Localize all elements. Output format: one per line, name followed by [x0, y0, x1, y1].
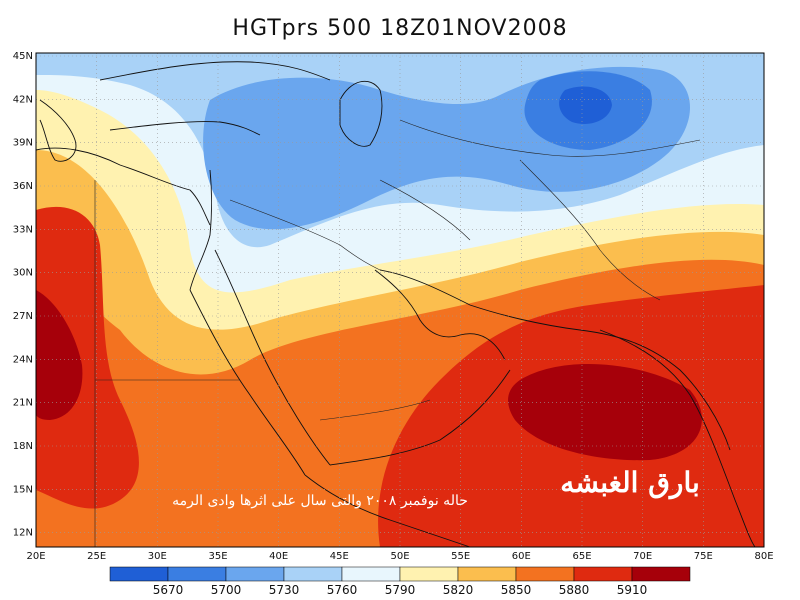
latitude-labels: 45N 42N 39N 36N 33N 30N 27N 24N 21N 18N 15N 12N: [13, 51, 33, 539]
map-title: HGTprs 500 18Z01NOV2008: [232, 16, 568, 41]
lat-label: 36N: [13, 181, 33, 192]
colorbar-swatch: [631, 566, 691, 582]
mediterranean-coast: [36, 147, 211, 226]
lat-label: 24N: [13, 354, 33, 365]
colorbar-swatch: [167, 566, 227, 582]
lon-label: 30E: [148, 551, 167, 562]
lon-label: 75E: [694, 551, 713, 562]
contour-5880-west: [36, 206, 139, 509]
coastlines: [36, 61, 756, 547]
borders: [94, 119, 701, 547]
filled-contours: [36, 53, 764, 547]
colorbar-swatch: [283, 566, 343, 582]
red-sea-east: [214, 249, 331, 466]
colorbar-label: 5880: [559, 583, 590, 597]
signature-text: بارق الغبشه: [560, 466, 700, 500]
lat-label: 18N: [13, 441, 33, 452]
colorbar-label: 5730: [269, 583, 300, 597]
colorbar-swatch: [109, 566, 169, 582]
india-west: [599, 329, 756, 547]
border-iraq: [229, 199, 381, 271]
contour-5670: [559, 86, 612, 125]
lat-label: 42N: [13, 94, 33, 105]
lat-label: 21N: [13, 398, 33, 409]
contour-5910-east: [508, 363, 702, 461]
lon-label: 40E: [269, 551, 288, 562]
colorbar-swatch: [341, 566, 401, 582]
lat-label: 33N: [13, 224, 33, 235]
lon-label: 65E: [572, 551, 591, 562]
lon-label: 45E: [330, 551, 349, 562]
lon-label: 60E: [512, 551, 531, 562]
colorbar-label: 5760: [327, 583, 358, 597]
border-saudi-yemen: [319, 399, 431, 421]
caption-text: حاله نوفمبر ٢٠٠٨ والتى سال على اثرها واد…: [172, 493, 468, 509]
colorbar-label: 5850: [501, 583, 532, 597]
lon-label: 35E: [208, 551, 227, 562]
black-sea-coast: [99, 61, 331, 81]
lon-label: 80E: [754, 551, 773, 562]
arabia-south: [329, 369, 511, 466]
lon-label: 70E: [633, 551, 652, 562]
levant-coast: [189, 169, 212, 291]
contour-5910-west: [36, 290, 83, 420]
lon-label: 55E: [451, 551, 470, 562]
map-frame: [35, 52, 765, 548]
colorbar: 5670 5700 5730 5760 5790 5820 5850 5880 5910: [109, 566, 691, 597]
border-central-asia: [399, 119, 701, 157]
colorbar-label: 5910: [617, 583, 648, 597]
lat-label: 30N: [13, 268, 33, 279]
lat-label: 12N: [13, 528, 33, 539]
gulf-coast: [374, 269, 506, 361]
colorbar-label: 5670: [153, 583, 184, 597]
lat-label: 27N: [13, 311, 33, 322]
border-afghanistan: [519, 159, 661, 301]
lat-label: 45N: [13, 51, 33, 62]
anatolia-coast: [109, 121, 261, 136]
lat-label: 15N: [13, 484, 33, 495]
lon-label: 25E: [87, 551, 106, 562]
caspian-sea: [339, 80, 383, 147]
longitude-labels: 20E 25E 30E 35E 40E 45E 50E 55E 60E 65E 70E 75E 80E: [26, 551, 773, 562]
colorbar-swatch: [573, 566, 633, 582]
colorbar-swatch: [225, 566, 285, 582]
colorbar-label: 5790: [385, 583, 416, 597]
colorbar-swatch: [457, 566, 517, 582]
colorbar-label: 5820: [443, 583, 474, 597]
greece-coast: [39, 99, 77, 162]
colorbar-swatch: [399, 566, 459, 582]
iran-coast: [379, 269, 731, 451]
lat-lon-grid: [35, 53, 765, 547]
red-sea-west: [189, 289, 306, 476]
lon-label: 50E: [390, 551, 409, 562]
border-iran: [379, 179, 471, 241]
colorbar-swatch: [515, 566, 575, 582]
lat-label: 39N: [13, 138, 33, 149]
horn-africa: [304, 474, 471, 547]
lon-label: 20E: [26, 551, 45, 562]
colorbar-label: 5700: [211, 583, 242, 597]
